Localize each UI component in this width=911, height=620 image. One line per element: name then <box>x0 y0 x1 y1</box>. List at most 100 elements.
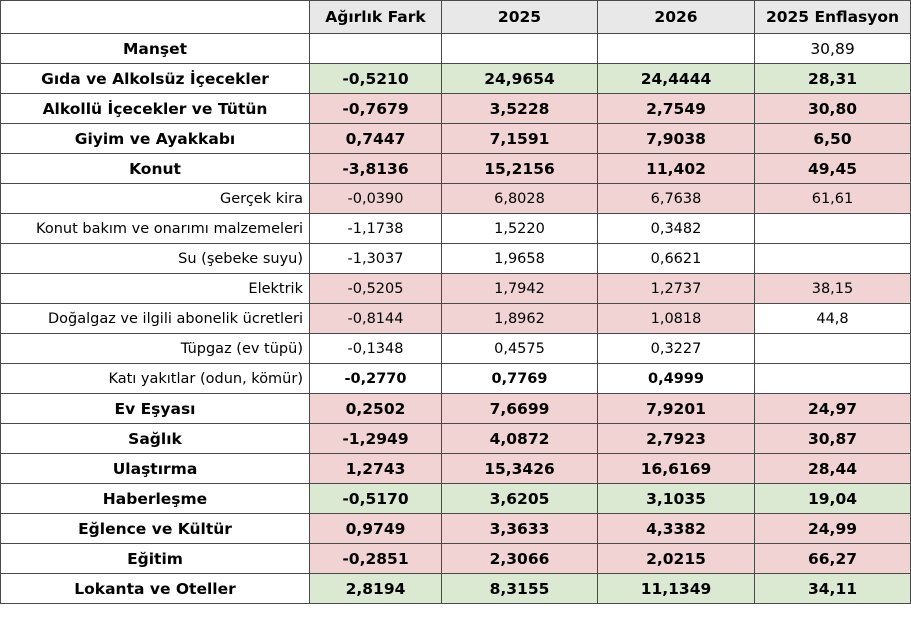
value-2025-cell[interactable]: 1,8962 <box>441 303 598 334</box>
value-2026-cell[interactable]: 11,1349 <box>597 573 755 604</box>
value-2025-cell[interactable]: 24,9654 <box>441 63 598 94</box>
value-2025-cell[interactable]: 0,4575 <box>441 333 598 364</box>
header-cell-2026[interactable]: 2026 <box>597 0 755 34</box>
enflasyon-cell[interactable]: 6,50 <box>754 123 911 154</box>
row-label-cell[interactable]: Doğalgaz ve ilgili abonelik ücretleri <box>0 303 310 334</box>
enflasyon-cell[interactable]: 30,80 <box>754 93 911 124</box>
enflasyon-cell[interactable]: 49,45 <box>754 153 911 184</box>
agirlik-fark-cell[interactable]: -3,8136 <box>309 153 442 184</box>
value-2026-cell[interactable]: 24,4444 <box>597 63 755 94</box>
row-label-cell[interactable]: Katı yakıtlar (odun, kömür) <box>0 363 310 394</box>
enflasyon-cell[interactable]: 24,99 <box>754 513 911 544</box>
value-2026-cell[interactable]: 0,3482 <box>597 213 755 244</box>
value-2025-cell[interactable]: 3,6205 <box>441 483 598 514</box>
row-label-cell[interactable]: Giyim ve Ayakkabı <box>0 123 310 154</box>
value-2026-cell[interactable]: 11,402 <box>597 153 755 184</box>
enflasyon-cell[interactable]: 30,87 <box>754 423 911 454</box>
row-label-cell[interactable]: Gerçek kira <box>0 183 310 214</box>
row-label-cell[interactable]: Eğitim <box>0 543 310 574</box>
row-label-cell[interactable]: Eğlence ve Kültür <box>0 513 310 544</box>
row-label-cell[interactable]: Lokanta ve Oteller <box>0 573 310 604</box>
agirlik-fark-cell[interactable]: -0,5170 <box>309 483 442 514</box>
row-label-cell[interactable]: Tüpgaz (ev tüpü) <box>0 333 310 364</box>
value-2026-cell[interactable]: 0,3227 <box>597 333 755 364</box>
agirlik-fark-cell[interactable]: 0,2502 <box>309 393 442 424</box>
agirlik-fark-cell[interactable]: -0,5210 <box>309 63 442 94</box>
row-label-cell[interactable]: Alkollü İçecekler ve Tütün <box>0 93 310 124</box>
enflasyon-cell[interactable]: 66,27 <box>754 543 911 574</box>
value-2025-cell[interactable]: 3,5228 <box>441 93 598 124</box>
agirlik-fark-cell[interactable]: -0,7679 <box>309 93 442 124</box>
enflasyon-cell[interactable] <box>754 363 911 394</box>
enflasyon-cell[interactable]: 24,97 <box>754 393 911 424</box>
value-2026-cell[interactable]: 7,9038 <box>597 123 755 154</box>
value-2025-cell[interactable]: 4,0872 <box>441 423 598 454</box>
row-label-cell[interactable]: Manşet <box>0 33 310 64</box>
agirlik-fark-cell[interactable]: -0,2851 <box>309 543 442 574</box>
row-label-cell[interactable]: Konut bakım ve onarımı malzemeleri <box>0 213 310 244</box>
value-2026-cell[interactable]: 4,3382 <box>597 513 755 544</box>
value-2026-cell[interactable] <box>597 33 755 64</box>
value-2025-cell[interactable]: 1,5220 <box>441 213 598 244</box>
value-2025-cell[interactable]: 2,3066 <box>441 543 598 574</box>
value-2026-cell[interactable]: 0,6621 <box>597 243 755 274</box>
agirlik-fark-cell[interactable]: 1,2743 <box>309 453 442 484</box>
value-2025-cell[interactable]: 1,7942 <box>441 273 598 304</box>
agirlik-fark-cell[interactable]: -0,5205 <box>309 273 442 304</box>
agirlik-fark-cell[interactable]: -1,1738 <box>309 213 442 244</box>
value-2026-cell[interactable]: 2,7923 <box>597 423 755 454</box>
header-cell-agirlik-fark[interactable]: Ağırlık Fark <box>309 0 442 34</box>
value-2025-cell[interactable]: 15,2156 <box>441 153 598 184</box>
agirlik-fark-cell[interactable]: 2,8194 <box>309 573 442 604</box>
value-2026-cell[interactable]: 16,6169 <box>597 453 755 484</box>
header-cell-2025-enflasyon[interactable]: 2025 Enflasyon <box>754 0 911 34</box>
value-2026-cell[interactable]: 1,0818 <box>597 303 755 334</box>
row-label-cell[interactable]: Gıda ve Alkolsüz İçecekler <box>0 63 310 94</box>
row-label-cell[interactable]: Konut <box>0 153 310 184</box>
value-2026-cell[interactable]: 2,7549 <box>597 93 755 124</box>
agirlik-fark-cell[interactable]: -0,0390 <box>309 183 442 214</box>
agirlik-fark-cell[interactable]: -0,8144 <box>309 303 442 334</box>
row-label-cell[interactable]: Ulaştırma <box>0 453 310 484</box>
agirlik-fark-cell[interactable]: -1,2949 <box>309 423 442 454</box>
value-2025-cell[interactable] <box>441 33 598 64</box>
value-2025-cell[interactable]: 0,7769 <box>441 363 598 394</box>
enflasyon-cell[interactable]: 28,44 <box>754 453 911 484</box>
enflasyon-cell[interactable] <box>754 213 911 244</box>
row-label-cell[interactable]: Sağlık <box>0 423 310 454</box>
header-cell-2025[interactable]: 2025 <box>441 0 598 34</box>
agirlik-fark-cell[interactable]: 0,9749 <box>309 513 442 544</box>
value-2025-cell[interactable]: 3,3633 <box>441 513 598 544</box>
value-2025-cell[interactable]: 7,6699 <box>441 393 598 424</box>
enflasyon-cell[interactable] <box>754 243 911 274</box>
agirlik-fark-cell[interactable]: -0,1348 <box>309 333 442 364</box>
agirlik-fark-cell[interactable] <box>309 33 442 64</box>
enflasyon-cell[interactable] <box>754 333 911 364</box>
value-2025-cell[interactable]: 7,1591 <box>441 123 598 154</box>
row-label-cell[interactable]: Ev Eşyası <box>0 393 310 424</box>
row-label-cell[interactable]: Su (şebeke suyu) <box>0 243 310 274</box>
value-2026-cell[interactable]: 1,2737 <box>597 273 755 304</box>
header-cell-label[interactable] <box>0 0 310 34</box>
enflasyon-cell[interactable]: 28,31 <box>754 63 911 94</box>
value-2025-cell[interactable]: 6,8028 <box>441 183 598 214</box>
value-2025-cell[interactable]: 1,9658 <box>441 243 598 274</box>
value-2026-cell[interactable]: 0,4999 <box>597 363 755 394</box>
enflasyon-cell[interactable]: 61,61 <box>754 183 911 214</box>
row-label-cell[interactable]: Elektrik <box>0 273 310 304</box>
value-2026-cell[interactable]: 7,9201 <box>597 393 755 424</box>
enflasyon-cell[interactable]: 30,89 <box>754 33 911 64</box>
enflasyon-cell[interactable]: 19,04 <box>754 483 911 514</box>
enflasyon-cell[interactable]: 44,8 <box>754 303 911 334</box>
value-2025-cell[interactable]: 15,3426 <box>441 453 598 484</box>
value-2026-cell[interactable]: 2,0215 <box>597 543 755 574</box>
value-2026-cell[interactable]: 3,1035 <box>597 483 755 514</box>
agirlik-fark-cell[interactable]: -1,3037 <box>309 243 442 274</box>
agirlik-fark-cell[interactable]: 0,7447 <box>309 123 442 154</box>
enflasyon-cell[interactable]: 34,11 <box>754 573 911 604</box>
value-2026-cell[interactable]: 6,7638 <box>597 183 755 214</box>
row-label-cell[interactable]: Haberleşme <box>0 483 310 514</box>
value-2025-cell[interactable]: 8,3155 <box>441 573 598 604</box>
enflasyon-cell[interactable]: 38,15 <box>754 273 911 304</box>
agirlik-fark-cell[interactable]: -0,2770 <box>309 363 442 394</box>
